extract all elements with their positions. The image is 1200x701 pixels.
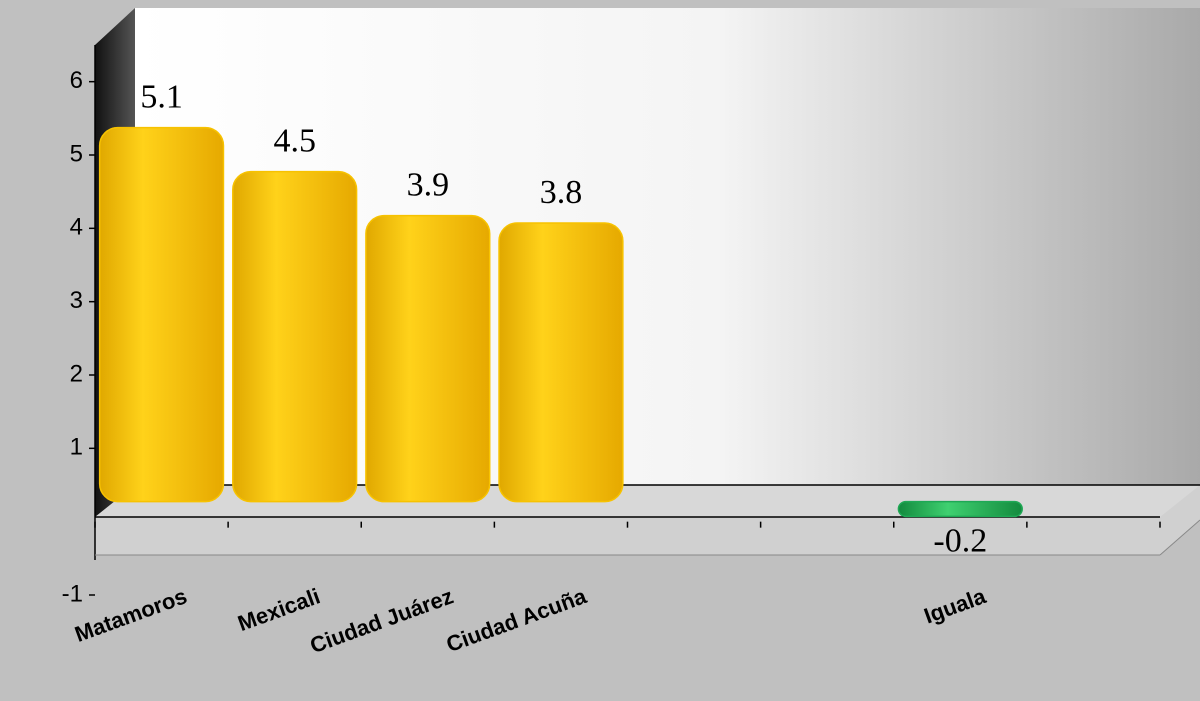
y-tick-label: 5 [70, 140, 83, 167]
bar [365, 214, 491, 503]
value-label: 3.9 [407, 166, 450, 203]
x-tick-label: Mexicali [234, 583, 323, 636]
bar [897, 500, 1023, 518]
value-label: -0.2 [933, 522, 987, 559]
floor-front [95, 485, 1200, 555]
y-tick-label: 4 [70, 214, 83, 241]
y-tick-label: -1 [62, 580, 83, 607]
x-tick-label: Ciudad Juárez [307, 583, 457, 658]
value-label: 5.1 [140, 78, 183, 115]
y-tick-label: 1 [70, 434, 83, 461]
x-tick-label: Iguala [921, 583, 990, 628]
value-label: 3.8 [540, 174, 583, 211]
bar [498, 222, 624, 503]
floor-edge [1159, 519, 1200, 556]
y-tick-label: 6 [70, 67, 83, 94]
x-tick-label: Ciudad Acuña [443, 583, 590, 657]
bar [98, 126, 225, 503]
y-tick-label: 3 [70, 287, 83, 314]
bar [232, 170, 358, 503]
value-label: 4.5 [273, 122, 316, 159]
y-tick-label: 2 [70, 360, 83, 387]
x-tick-label: Matamoros [71, 583, 190, 647]
